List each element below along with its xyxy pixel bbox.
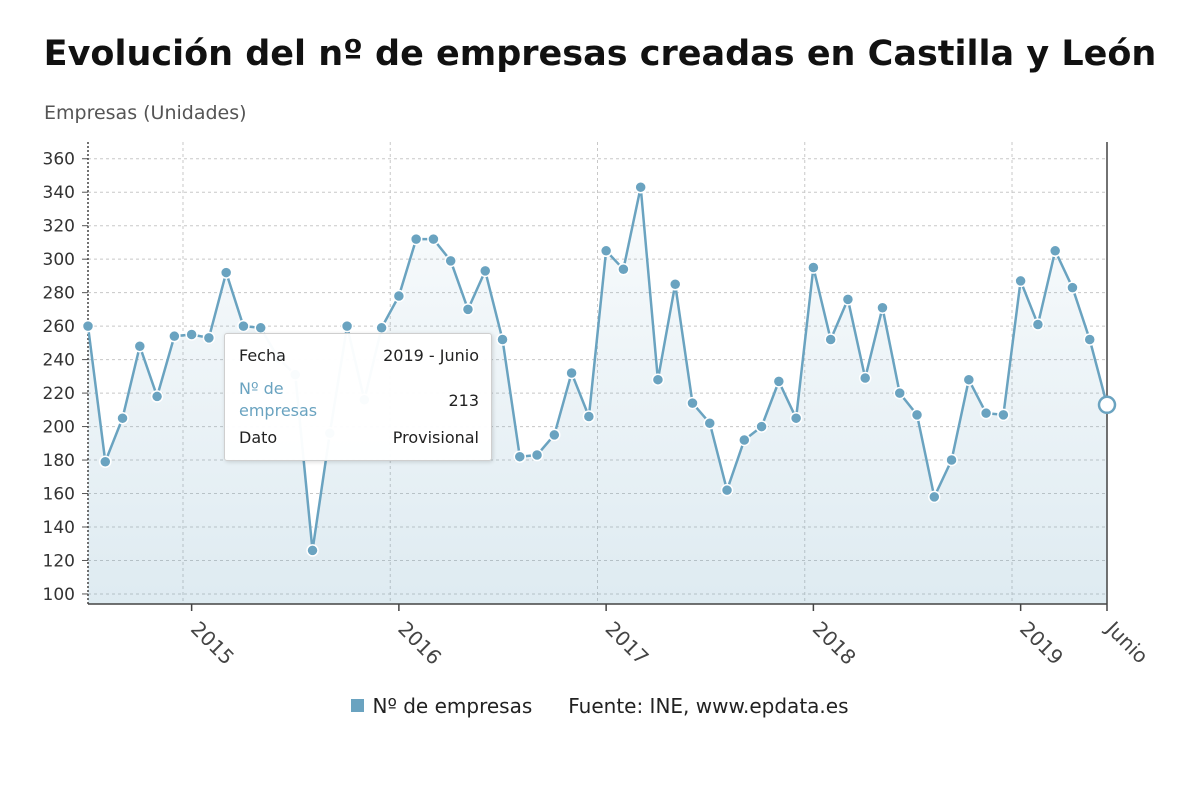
tooltip-date-key: Fecha <box>239 346 286 365</box>
data-point <box>392 289 406 303</box>
data-point <box>340 319 354 333</box>
data-point <box>686 396 699 410</box>
y-tick-label: 160 <box>43 485 75 505</box>
data-point <box>168 329 181 343</box>
data-point <box>858 371 872 385</box>
data-point <box>1048 244 1062 258</box>
x-tick-label: Junio <box>1100 615 1153 668</box>
tooltip: Fecha 2019 - Junio Nº de empresas 213 Da… <box>224 333 492 461</box>
data-point <box>617 262 630 276</box>
y-tick-label: 280 <box>43 284 75 304</box>
data-point <box>962 373 976 386</box>
data-point <box>668 278 682 291</box>
data-point <box>703 416 717 430</box>
x-tick-label: 2018 <box>808 617 861 670</box>
data-point <box>738 433 751 447</box>
data-point <box>496 333 509 346</box>
x-tick-label: 2016 <box>393 617 446 670</box>
data-point <box>530 448 544 462</box>
source-credit: Fuente: INE, www.epdata.es <box>568 694 849 718</box>
data-point <box>116 411 129 425</box>
axes <box>82 142 1108 611</box>
tooltip-status-key: Dato <box>239 428 278 447</box>
data-point <box>599 244 613 258</box>
tooltip-count-value: 213 <box>448 390 479 410</box>
tooltip-row-status: Dato Provisional <box>239 428 479 447</box>
y-tick-label: 200 <box>43 418 75 438</box>
data-point <box>1066 281 1079 294</box>
data-point <box>1014 274 1027 288</box>
y-tick-label: 340 <box>43 183 75 203</box>
legend: Nº de empresas Fuente: INE, www.epdata.es <box>0 694 1200 718</box>
y-tick-label: 140 <box>43 518 75 538</box>
data-point <box>375 321 388 335</box>
data-point <box>219 266 233 279</box>
data-point <box>133 339 147 353</box>
data-point <box>150 390 164 403</box>
tooltip-date-value: 2019 - Junio <box>383 346 479 365</box>
data-point <box>548 428 561 442</box>
y-tick-label: 320 <box>43 217 75 237</box>
data-point <box>254 321 267 335</box>
data-point <box>772 375 786 388</box>
data-point <box>1083 333 1096 346</box>
data-point <box>565 366 578 380</box>
y-tick-label: 300 <box>43 250 75 270</box>
data-point <box>755 420 768 433</box>
x-tick-label: 2017 <box>601 617 654 670</box>
data-point <box>582 410 596 423</box>
data-point <box>81 319 95 333</box>
data-point <box>807 261 820 274</box>
y-axis-title: Empresas (Unidades) <box>44 102 247 124</box>
data-point <box>409 232 423 246</box>
data-point <box>651 373 665 386</box>
data-point-highlighted <box>1097 395 1117 415</box>
data-point <box>945 453 958 467</box>
y-tick-label: 180 <box>43 451 75 471</box>
tooltip-status-value: Provisional <box>392 428 479 447</box>
data-point <box>306 544 319 557</box>
data-point <box>841 293 855 306</box>
data-point <box>185 328 198 341</box>
tooltip-row-count: Nº de empresas 213 <box>239 378 479 422</box>
data-point <box>979 406 993 420</box>
data-point <box>997 408 1010 422</box>
y-tick-label: 260 <box>43 317 75 337</box>
y-tick-label: 220 <box>43 384 75 404</box>
data-point <box>444 254 457 268</box>
y-tick-label: 120 <box>43 551 75 571</box>
y-tick-label: 100 <box>43 585 75 605</box>
x-tick-label: 2019 <box>1015 617 1068 670</box>
legend-series-label: Nº de empresas <box>372 694 533 718</box>
y-tick-label: 360 <box>43 150 75 170</box>
tooltip-count-key: Nº de empresas <box>239 379 318 420</box>
data-point <box>824 333 837 346</box>
data-point <box>634 180 647 194</box>
data-point <box>928 490 941 504</box>
data-point <box>910 408 924 422</box>
data-point <box>789 411 803 425</box>
data-point <box>478 264 492 278</box>
data-point <box>99 455 112 468</box>
data-point <box>461 303 475 316</box>
data-point <box>427 232 440 246</box>
data-point <box>513 450 527 463</box>
y-tick-label: 240 <box>43 351 75 371</box>
data-point <box>202 331 216 345</box>
data-point <box>1031 318 1045 331</box>
data-point <box>876 301 889 314</box>
data-point <box>893 386 906 400</box>
tooltip-row-date: Fecha 2019 - Junio <box>239 346 479 365</box>
data-point <box>237 319 250 333</box>
chart-title: Evolución del nº de empresas creadas en … <box>43 34 1157 74</box>
legend-swatch <box>351 699 365 712</box>
x-tick-label: 2015 <box>186 617 239 670</box>
series-area <box>88 187 1107 604</box>
data-point <box>720 483 734 497</box>
